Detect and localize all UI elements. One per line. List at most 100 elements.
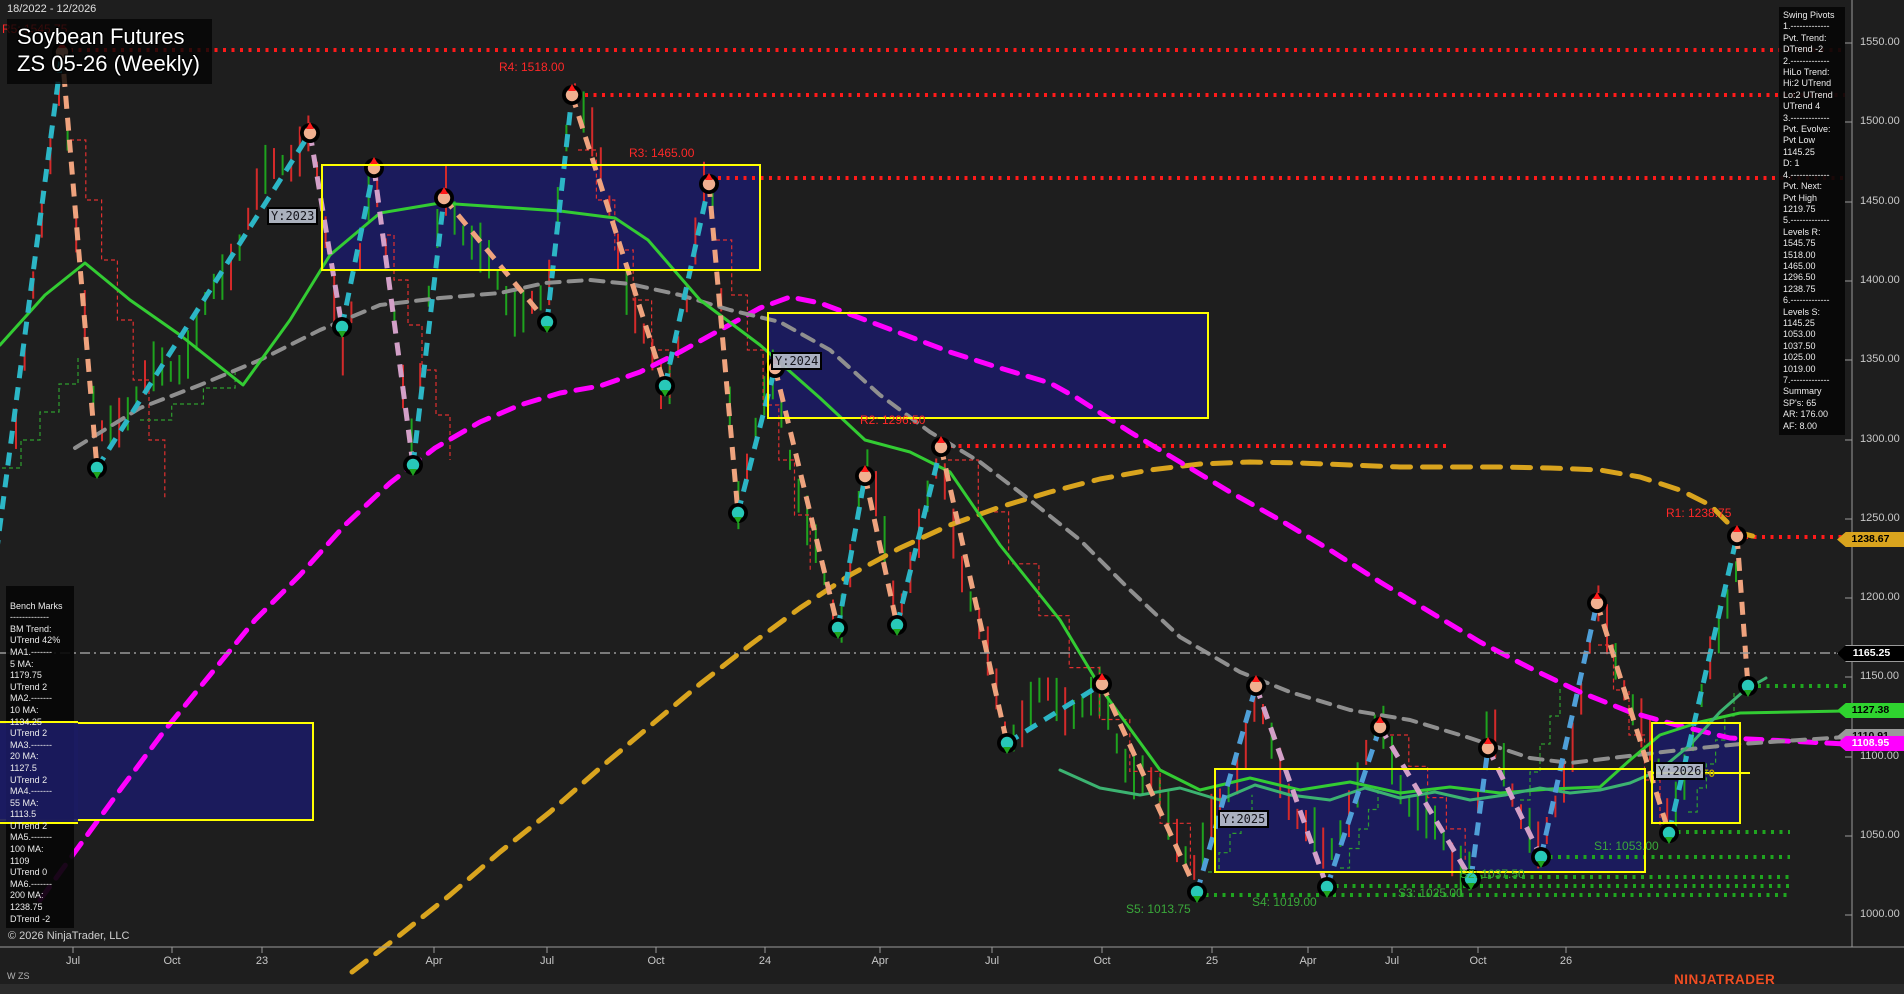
instrument-title: Soybean Futures: [17, 24, 185, 49]
resistance-level-label: R1: 1238.75: [1666, 506, 1732, 520]
marker-core: [1730, 529, 1744, 543]
year-pivot-label: Y:2025: [1218, 810, 1270, 828]
swing-leg: [735, 367, 778, 514]
swing-low-arrow-icon: [1003, 747, 1011, 754]
x-axis-label[interactable]: 26: [1559, 955, 1573, 967]
x-axis-label[interactable]: Apr: [1299, 955, 1317, 967]
year-box-fill: [322, 165, 760, 270]
x-axis-label[interactable]: Apr: [425, 955, 443, 967]
swing-low-arrow-icon: [409, 469, 417, 476]
swing-low-arrow-icon: [338, 331, 346, 338]
trail-stop-steps: [578, 149, 671, 400]
x-axis-label[interactable]: 24: [758, 955, 772, 967]
x-axis-label[interactable]: Apr: [871, 955, 889, 967]
price-axis-tag: 1238.67: [1837, 532, 1904, 547]
resistance-level-label: R3: 1465.00: [629, 146, 695, 160]
marker-core: [565, 88, 579, 102]
y-axis-label[interactable]: 1550.00: [1860, 36, 1900, 48]
x-axis-label[interactable]: 25: [1205, 955, 1219, 967]
swing-leg: [938, 446, 1010, 744]
swing-low-arrow-icon: [1665, 837, 1673, 844]
trail-stop-steps: [2, 356, 79, 469]
swing-low-arrow-icon: [1323, 891, 1331, 898]
swing-leg: [544, 94, 575, 323]
contract-subtitle: ZS 05-26 (Weekly): [17, 51, 200, 76]
swing-leg: [706, 183, 741, 514]
swing-leg: [894, 446, 944, 626]
x-axis-label[interactable]: Oct: [163, 955, 181, 967]
swing-leg: [94, 131, 313, 470]
bench-marks-panel: Bench Marks ------------- BM Trend: UTre…: [0, 586, 78, 929]
swing-leg: [1377, 725, 1474, 881]
x-axis-label[interactable]: Jul: [539, 955, 555, 967]
swing-low-arrow-icon: [893, 629, 901, 636]
swing-high-arrow-icon: [937, 436, 945, 443]
swing-high-arrow-icon: [1252, 675, 1260, 682]
swing-high-arrow-icon: [1733, 525, 1741, 532]
year-box-border: [767, 312, 1209, 419]
swing-low-arrow-icon: [661, 390, 669, 397]
ma-gray-55: [73, 278, 1847, 765]
y-axis-label[interactable]: 1150.00: [1860, 670, 1899, 682]
marker-core: [831, 621, 845, 635]
y-axis-label[interactable]: 1100.00: [1860, 750, 1899, 762]
marker-core: [1095, 677, 1109, 691]
year-box-border: [1214, 768, 1646, 873]
swing-leg: [410, 197, 447, 466]
y-axis-label[interactable]: 1500.00: [1860, 115, 1900, 127]
marker-core: [731, 506, 745, 520]
resistance-level-label: R2: 1296.50: [860, 413, 926, 427]
marker-core: [1534, 850, 1548, 864]
trail-stop-steps: [1390, 734, 1466, 861]
chart-date-range: 18/2022 - 12/2026: [7, 3, 97, 15]
swing-leg: [307, 132, 345, 328]
y-axis-label[interactable]: 1000.00: [1860, 908, 1900, 920]
swing-low-arrow-icon: [1744, 690, 1752, 697]
x-axis-label[interactable]: Jul: [1384, 955, 1400, 967]
swing-leg: [371, 167, 416, 466]
swing-low-arrow-icon: [93, 472, 101, 479]
marker-core: [1000, 736, 1014, 750]
y-axis-label[interactable]: 1300.00: [1860, 433, 1900, 445]
swing-high-arrow-icon: [1376, 716, 1384, 723]
y-axis-label[interactable]: 1350.00: [1860, 353, 1900, 365]
ma-magenta-100: [37, 294, 1848, 903]
support-level-label: S2: 1037.50: [1460, 867, 1525, 881]
y-axis-label[interactable]: 1250.00: [1860, 512, 1900, 524]
marker-core: [702, 177, 716, 191]
year-box-border: [0, 722, 314, 821]
x-axis-label[interactable]: Jul: [984, 955, 1000, 967]
marker-core: [1481, 741, 1495, 755]
price-axis-tag: 1108.95: [1837, 736, 1904, 751]
trail-stop-steps: [380, 234, 451, 460]
swing-leg: [1194, 685, 1259, 893]
x-axis-label[interactable]: Oct: [647, 955, 665, 967]
marker-core: [1190, 885, 1204, 899]
y-axis-label[interactable]: 1050.00: [1860, 829, 1900, 841]
x-axis-label[interactable]: Oct: [1093, 955, 1111, 967]
statusbar: [0, 984, 1904, 994]
chart-title-box: Soybean Futures ZS 05-26 (Weekly): [7, 19, 212, 84]
swing-leg: [862, 475, 900, 626]
marker-core: [858, 469, 872, 483]
swing-leg: [1324, 726, 1383, 888]
ma-seagreen-5: [1058, 676, 1768, 802]
price-axis-tag: 1127.38: [1837, 703, 1904, 718]
marker-core: [1249, 679, 1263, 693]
marker-core: [437, 191, 451, 205]
swing-low-arrow-icon: [834, 632, 842, 639]
support-level-label: S3: 1025.00: [1398, 886, 1463, 900]
x-axis-label[interactable]: 23: [255, 955, 269, 967]
x-axis-label[interactable]: Oct: [1469, 955, 1487, 967]
x-axis-label[interactable]: Jul: [65, 955, 81, 967]
marker-core: [1741, 679, 1755, 693]
swing-high-arrow-icon: [370, 157, 378, 164]
swing-leg: [1734, 535, 1751, 687]
y-axis-label[interactable]: 1450.00: [1860, 195, 1900, 207]
year-box-border: [321, 164, 761, 271]
y-axis-label[interactable]: 1200.00: [1860, 591, 1900, 603]
y-axis-label[interactable]: 1400.00: [1860, 274, 1900, 286]
swing-leg: [1099, 682, 1200, 894]
marker-core: [540, 315, 554, 329]
